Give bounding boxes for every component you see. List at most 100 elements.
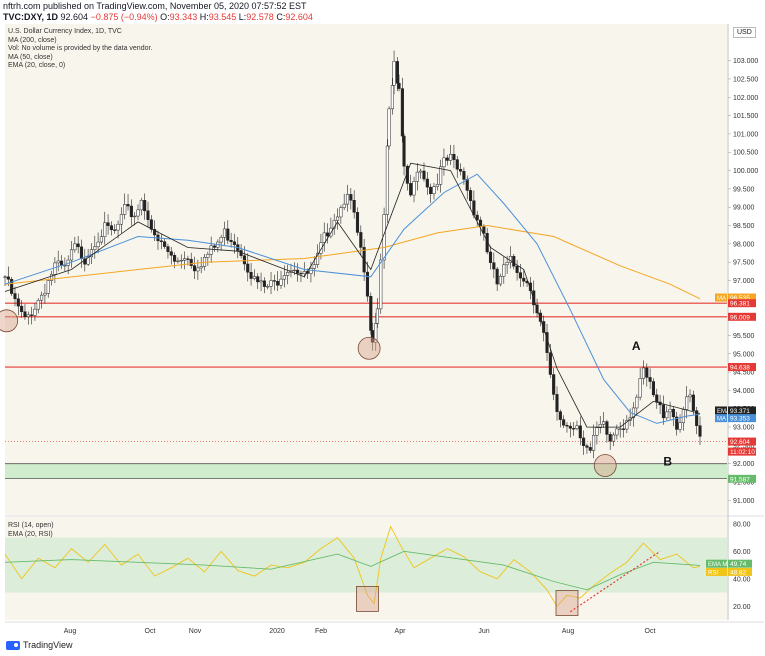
candle-body xyxy=(159,240,163,242)
price-tick-label: 92.000 xyxy=(733,461,755,468)
candle-body xyxy=(249,271,253,279)
value-tag-text: 96.535 xyxy=(730,295,750,302)
candle-body xyxy=(661,404,665,419)
candle-body xyxy=(555,394,559,412)
candle-body xyxy=(515,265,519,273)
header-line-1: nftrh.com published on TradingView.com, … xyxy=(3,1,307,12)
rsi-tick-label: 20.00 xyxy=(733,604,751,611)
series-line-ma200 xyxy=(4,224,701,300)
candle-body xyxy=(475,214,479,221)
candle-body xyxy=(302,271,306,274)
footer-brand[interactable]: TradingView xyxy=(6,640,73,650)
last-price: 92.604 xyxy=(60,12,89,22)
candle-body xyxy=(312,264,316,269)
candle-body xyxy=(602,421,606,425)
candle-body xyxy=(206,254,210,258)
price-tick-label: 103.000 xyxy=(733,58,758,65)
value-tag-name-bg xyxy=(715,293,727,302)
value-tag-bg xyxy=(728,293,756,302)
rsi-tick-label: 60.00 xyxy=(733,549,751,556)
candle-body xyxy=(465,179,469,191)
candle-body xyxy=(256,276,260,283)
legend-rsi-ema: EMA (20, RSI) xyxy=(8,530,53,538)
candle-body xyxy=(226,228,230,241)
candle-body xyxy=(585,445,589,448)
candle-body xyxy=(462,171,466,180)
candle-body xyxy=(149,219,153,230)
candle-body xyxy=(196,267,200,272)
candle-body xyxy=(16,298,20,307)
candle-body xyxy=(512,256,516,267)
candle-body xyxy=(621,428,626,430)
symbol-text: TVC:DXY, 1D xyxy=(3,12,59,22)
candle-body xyxy=(319,242,323,254)
candle-body xyxy=(30,314,34,316)
rsi-tag-text: 48.82 xyxy=(730,569,747,576)
candle-body xyxy=(645,367,649,378)
price-tick-label: 99.500 xyxy=(733,186,755,193)
rsi-tag-name-bg xyxy=(706,559,727,568)
candle-body xyxy=(183,258,187,261)
price-tick-label: 102.000 xyxy=(733,95,758,102)
candle-body xyxy=(449,153,453,161)
candle-body xyxy=(139,200,143,211)
rsi-tag-bg xyxy=(728,567,752,576)
candle-body xyxy=(113,229,117,231)
support-zone xyxy=(5,463,727,479)
currency-button[interactable]: USD xyxy=(733,27,756,38)
candle-body xyxy=(169,251,173,256)
candle-body xyxy=(681,409,685,423)
candle-body xyxy=(635,396,639,409)
candle-body xyxy=(143,200,147,212)
candle-body xyxy=(508,256,513,263)
highlight-circle xyxy=(593,454,617,477)
candle-body xyxy=(176,260,180,263)
candle-body xyxy=(173,255,177,262)
candle-body xyxy=(641,367,646,379)
candle-body xyxy=(582,437,586,446)
candle-body xyxy=(163,241,167,247)
candle-body xyxy=(390,85,394,110)
change-text: −0.875 (−0.94%) xyxy=(90,12,158,22)
footer-brand-text: TradingView xyxy=(23,640,73,650)
price-tick-label: 99.000 xyxy=(733,205,755,212)
value-tag-text: 94.638 xyxy=(730,365,750,372)
candle-body xyxy=(675,416,679,430)
candle-body xyxy=(26,314,30,317)
candle-body xyxy=(488,251,493,263)
candle-body xyxy=(425,178,429,188)
annotation-a: A xyxy=(632,339,641,353)
series-line-ma50 xyxy=(4,173,701,424)
price-tick-label: 98.000 xyxy=(733,241,755,248)
candle-body xyxy=(538,312,542,322)
candle-body xyxy=(269,280,273,287)
candle-body xyxy=(625,420,629,430)
candle-body xyxy=(99,236,103,243)
candle-body xyxy=(129,205,133,218)
candle-body xyxy=(495,268,499,285)
candle-body xyxy=(665,411,669,419)
price-tick-label: 101.500 xyxy=(733,113,758,120)
open-value: 93.343 xyxy=(169,12,198,22)
candle-body xyxy=(335,216,340,221)
highlight-circle xyxy=(357,336,381,360)
candle-body xyxy=(126,204,130,207)
open-label: O: xyxy=(160,12,170,22)
rsi-tag-name: RSI xyxy=(708,570,718,576)
value-tag-bg xyxy=(728,437,756,446)
candle-body xyxy=(43,292,47,296)
candle-body xyxy=(595,427,599,436)
candle-body xyxy=(123,204,127,215)
candle-body xyxy=(96,241,100,248)
tradingview-logo-icon xyxy=(6,640,20,650)
x-tick-label: Aug xyxy=(562,628,575,635)
candle-body xyxy=(618,428,622,430)
candle-body xyxy=(592,435,596,451)
legend-ma200: MA (200, close) xyxy=(8,36,57,44)
candle-body xyxy=(209,245,213,255)
price-tick-label: 102.500 xyxy=(733,76,758,83)
candle-body xyxy=(136,209,140,217)
candle-body xyxy=(459,169,463,172)
candle-body xyxy=(369,295,373,331)
